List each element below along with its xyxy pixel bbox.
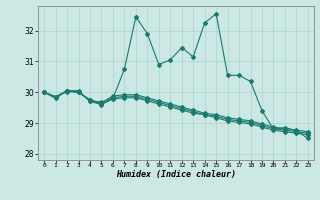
X-axis label: Humidex (Indice chaleur): Humidex (Indice chaleur) [116,170,236,179]
